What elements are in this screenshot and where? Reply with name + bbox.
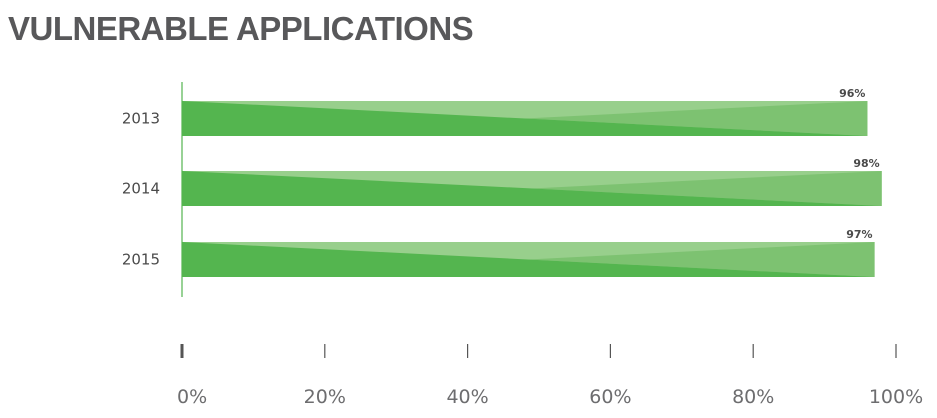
bar-fold-2013 — [524, 101, 868, 136]
bar-wedge-2015 — [182, 242, 875, 277]
x-tick-label-1: 20% — [304, 386, 346, 408]
category-label-2013: 2013 — [122, 110, 160, 128]
value-label-2013: 96% — [839, 87, 865, 100]
bar-fold-2014 — [531, 171, 882, 206]
chart-title: VULNERABLE APPLICATIONS — [8, 10, 474, 47]
value-label-2015: 97% — [846, 228, 872, 241]
bar-wedge-2013 — [182, 101, 868, 136]
category-label-2015: 2015 — [122, 251, 160, 269]
category-label-2014: 2014 — [122, 180, 160, 198]
x-tick-label-2: 40% — [446, 386, 488, 408]
x-tick-label-5: 100% — [869, 386, 923, 408]
bar-wedge-2014 — [182, 171, 882, 206]
x-tick-label-4: 80% — [732, 386, 774, 408]
value-label-2014: 98% — [853, 157, 879, 170]
x-tick-label-0: 0% — [177, 386, 207, 408]
x-tick-label-3: 60% — [589, 386, 631, 408]
bar-fold-2015 — [528, 242, 875, 277]
